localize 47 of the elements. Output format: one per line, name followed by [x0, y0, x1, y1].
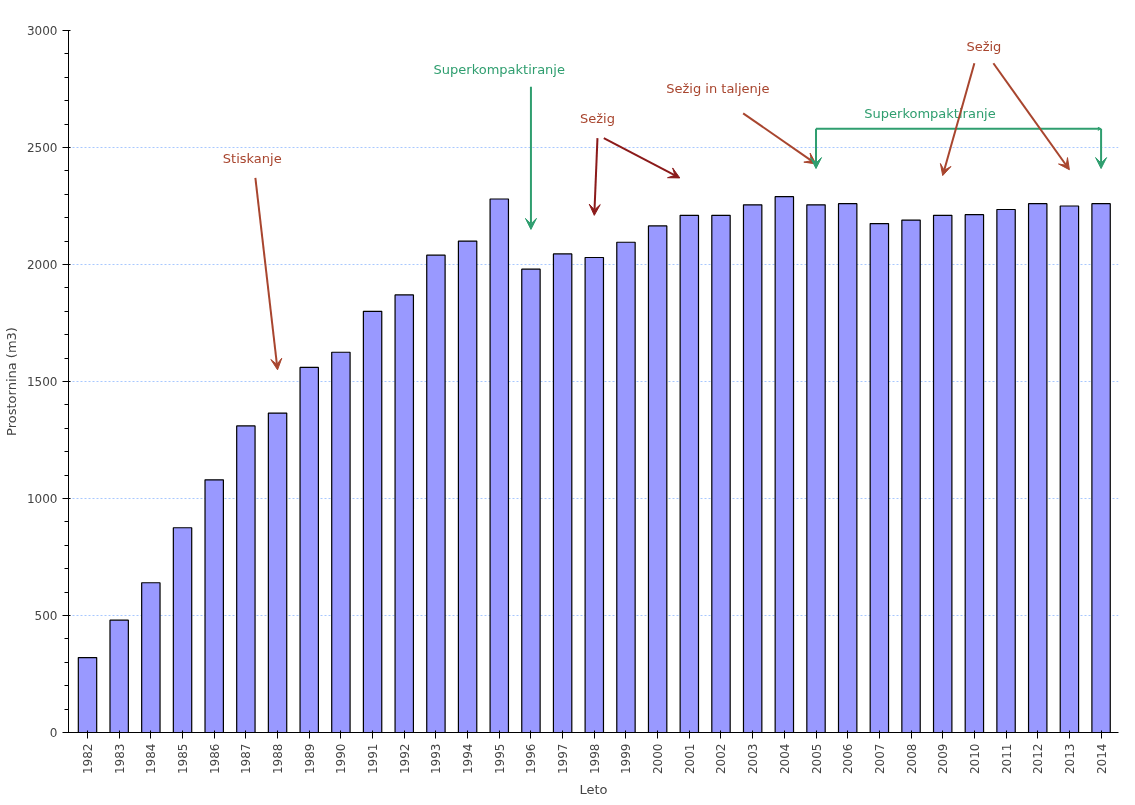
x-tick-label: 1985: [176, 743, 191, 775]
x-tick-label: 1998: [587, 743, 602, 775]
x-tick-label: 2013: [1062, 743, 1077, 775]
x-tick-label: 2005: [809, 743, 824, 775]
x-tick-label: 2008: [904, 743, 919, 775]
y-tick-label: 0: [49, 726, 58, 740]
x-tick-label: 2010: [967, 743, 982, 775]
x-tick-label: 2002: [714, 743, 729, 775]
x-tick-label: 1982: [81, 743, 95, 775]
annotation: Sežig in taljenje: [666, 81, 770, 97]
y-tick-label: 1500: [26, 375, 58, 389]
x-tick-label: 2012: [1031, 743, 1046, 775]
y-tick-label: 1000: [26, 492, 58, 506]
x-tick-label: 1997: [556, 743, 571, 775]
x-tick-label: 2004: [777, 743, 792, 775]
y-tick-label: 500: [34, 609, 58, 623]
annotation: Superkompaktiranje: [433, 62, 565, 78]
x-tick-label: 1992: [397, 743, 412, 775]
x-tick-label: 2000: [651, 743, 666, 775]
x-tick-label: 2014: [1094, 743, 1109, 775]
x-tick-label: 1999: [619, 743, 634, 775]
x-tick-label: 2009: [936, 743, 951, 775]
x-tick-label: 2003: [746, 743, 761, 775]
x-tick-label: 1984: [144, 743, 159, 775]
x-tick-label: 1994: [461, 743, 476, 775]
x-tick-label: 1996: [524, 743, 539, 775]
x-axis-title: Leto: [579, 782, 608, 798]
x-tick-label: 1983: [112, 743, 127, 775]
x-tick-label: 1989: [302, 743, 317, 775]
x-tick-label: 1991: [366, 743, 381, 775]
x-tick-label: 1986: [207, 743, 222, 775]
y-tick-label: 2500: [26, 141, 58, 155]
annotation: Stiskanje: [222, 151, 282, 167]
x-tick-label: 2006: [841, 743, 856, 775]
x-tick-label: 1990: [334, 743, 349, 775]
y-tick-label: 3000: [26, 24, 58, 38]
x-tick-label: 2001: [682, 743, 697, 775]
x-tick-label: 1988: [271, 743, 286, 775]
x-tick-label: 2007: [872, 743, 887, 775]
x-tick-label: 1993: [429, 743, 444, 775]
y-tick-label: 2000: [26, 258, 58, 272]
x-tick-label: 1987: [239, 743, 254, 775]
y-axis-title: Prostornina (m3): [3, 327, 19, 436]
x-tick-label: 2011: [999, 743, 1014, 775]
annotation: Sežig: [579, 111, 615, 127]
x-tick-label: 1995: [492, 743, 507, 775]
annotation: Sežig: [966, 38, 1002, 54]
